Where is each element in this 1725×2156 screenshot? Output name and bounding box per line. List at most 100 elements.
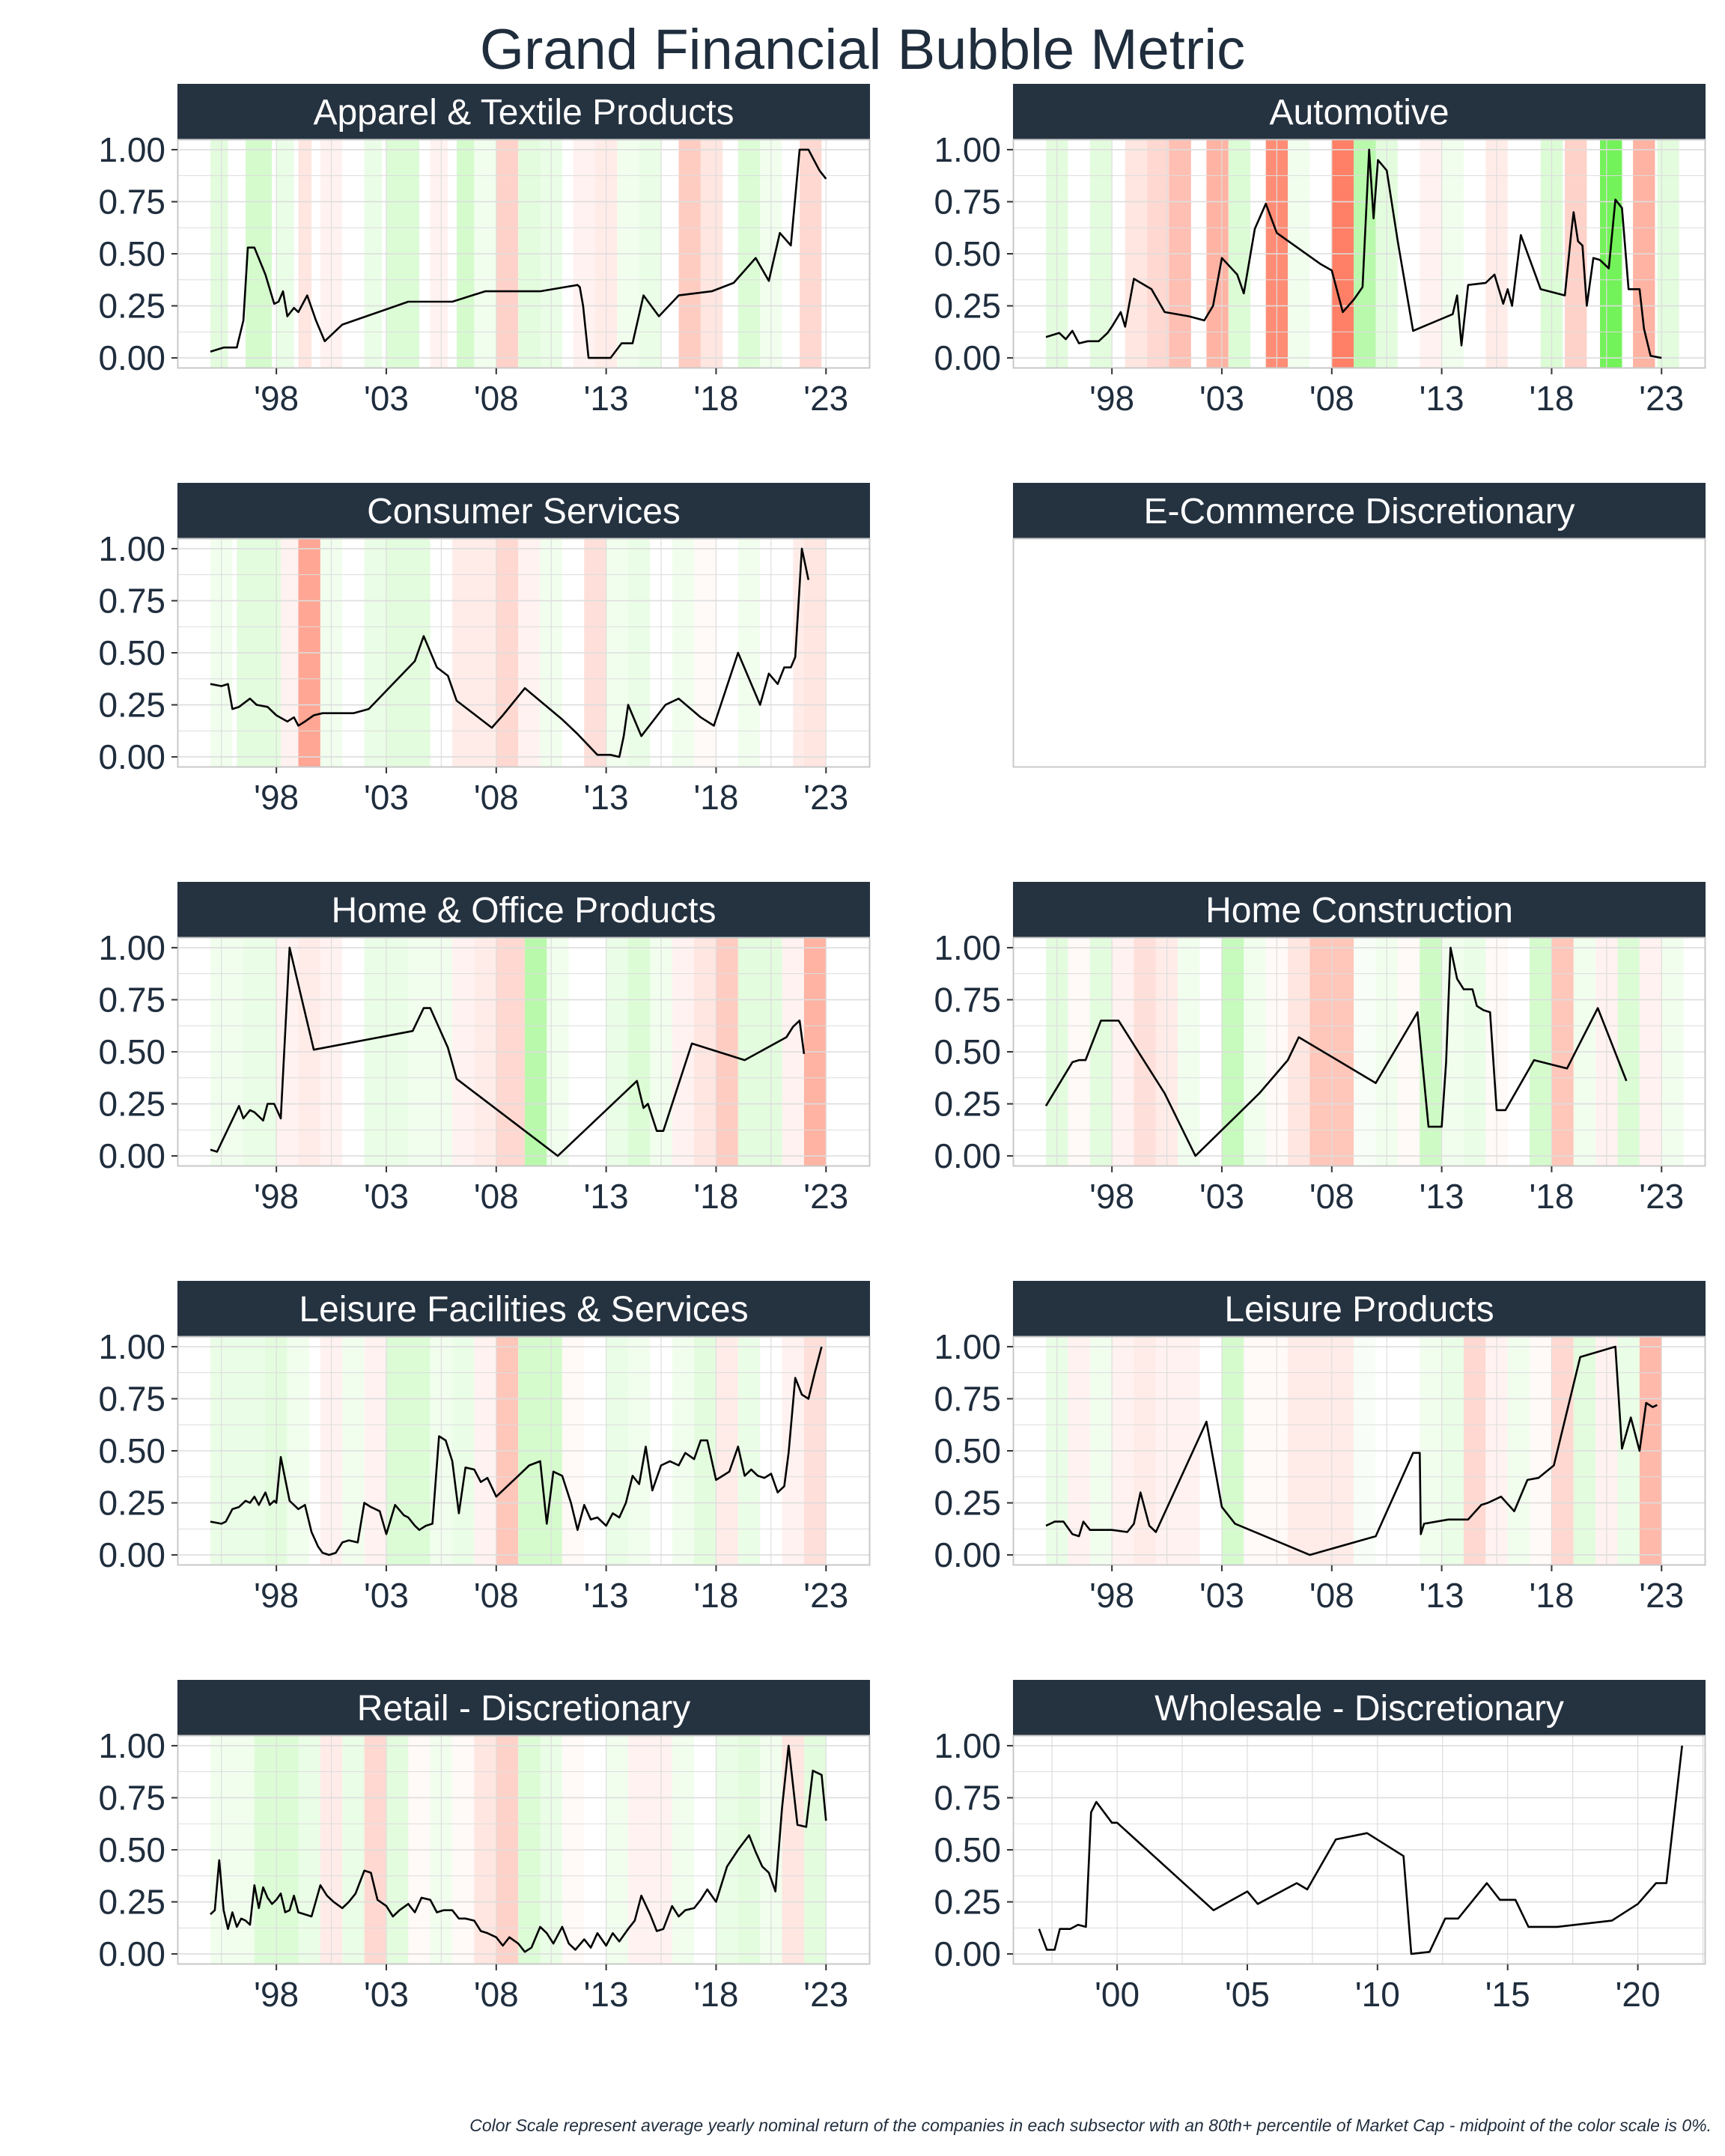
x-tick-label: '23 [803,1576,848,1615]
facet-title: Automotive [1269,93,1449,133]
y-tick-label: 0.25 [934,1883,1001,1922]
x-tick-label: '03 [1199,1177,1244,1216]
panels-group: Apparel & Textile Products 0.00 0.25 0.50 0.… [98,84,1706,2014]
x-tick-label: '08 [474,1975,519,2014]
y-tick-label: 0.00 [98,737,165,776]
facet-title: Apparel & Textile Products [313,93,734,133]
y-tick-label: 0.75 [98,1379,165,1418]
x-tick-label: '08 [474,778,519,817]
y-tick-label: 1.00 [98,1726,165,1765]
plot-border [177,1735,871,1965]
x-tick-label: '98 [254,1177,299,1216]
series-line [210,946,806,1157]
facet-title: Home & Office Products [332,891,717,931]
facet-panel: Leisure Products 0.00 0.25 0.50 0.75 1.00 '98 '… [934,1281,1706,1615]
y-tick-label: 0.00 [934,1535,1001,1574]
x-tick-label: '23 [803,379,848,418]
x-tick-label: '98 [1089,379,1134,418]
y-tick-label: 0.25 [98,1085,165,1124]
x-tick-label: '03 [364,1177,409,1216]
y-tick-label: 0.25 [934,1484,1001,1523]
x-tick-label: '08 [474,379,519,418]
plot-border [1012,937,1706,1167]
x-tick-label: '13 [1420,379,1464,418]
x-tick-label: '18 [1529,379,1574,418]
facet-panel: Home & Office Products 0.00 0.25 0.50 0.75 1.… [98,882,871,1216]
x-tick-label: '08 [474,1576,519,1615]
x-tick-label: '23 [803,1975,848,2014]
facet-strip [1013,84,1706,139]
facet-title: Wholesale - Discretionary [1154,1689,1564,1729]
y-tick-label: 0.75 [98,581,165,620]
y-tick-label: 0.00 [934,1136,1001,1175]
y-tick-label: 1.00 [98,1327,165,1366]
x-tick-label: '23 [803,1177,848,1216]
plot-border [1012,1735,1706,1965]
y-tick-label: 0.75 [934,1778,1001,1817]
series-line [210,1346,823,1556]
facet-panel: Retail - Discretionary 0.00 0.25 0.50 0.75 1.… [98,1680,871,2014]
y-tick-label: 0.50 [98,234,165,273]
x-tick-label: '13 [1420,1177,1464,1216]
gridlines [1013,937,1706,1166]
x-tick-label: '13 [584,778,629,817]
x-tick-label: '08 [474,1177,519,1216]
y-tick-label: 0.75 [934,182,1001,221]
facet-strip [1013,1680,1706,1735]
y-tick-label: 0.75 [98,1778,165,1817]
series-line [210,1744,827,1953]
x-tick-label: '15 [1485,1975,1530,2014]
x-tick-label: '23 [1639,379,1684,418]
plot-border [177,937,871,1167]
y-tick-label: 0.75 [934,1379,1001,1418]
y-tick-label: 0.00 [934,338,1001,377]
x-tick-label: '18 [1529,1576,1574,1615]
chart-caption: Color Scale represent average yearly nom… [469,2116,1712,2135]
gridlines [1013,1336,1706,1565]
y-tick-label: 0.50 [934,1032,1001,1071]
y-tick-label: 1.00 [934,928,1001,967]
series-line [1044,946,1628,1157]
y-tick-label: 0.50 [98,1431,165,1470]
x-tick-label: '18 [693,1177,738,1216]
x-tick-label: '03 [364,1576,409,1615]
y-tick-label: 1.00 [98,529,165,568]
gridlines [177,937,870,1166]
plot-background [1013,538,1706,767]
x-tick-label: '03 [1199,379,1244,418]
plot-border [177,1336,871,1566]
y-tick-label: 0.50 [934,1431,1001,1470]
facet-panel: Consumer Services 0.00 0.25 0.50 0.75 1.00 '98… [98,483,871,817]
x-tick-label: '08 [1309,379,1354,418]
x-tick-label: '18 [693,379,738,418]
facet-strip [177,1281,870,1336]
x-tick-label: '18 [693,1576,738,1615]
x-tick-label: '23 [803,778,848,817]
y-tick-label: 0.25 [98,1883,165,1922]
x-tick-label: '98 [254,1576,299,1615]
facet-title: Consumer Services [367,492,681,532]
series-line [1045,148,1662,359]
chart-title: Grand Financial Bubble Metric [479,18,1246,82]
plot-border [1012,538,1706,768]
x-tick-label: '03 [364,778,409,817]
y-tick-label: 1.00 [934,130,1001,169]
facet-strip [177,1680,870,1735]
facet-title: Home Construction [1205,891,1513,931]
gridlines [1013,139,1706,368]
y-tick-label: 1.00 [934,1726,1001,1765]
x-tick-label: '98 [254,778,299,817]
gridlines [177,139,870,368]
facet-strip [177,483,870,538]
plot-border [177,538,871,768]
x-tick-label: '00 [1095,1975,1140,2014]
x-tick-label: '98 [254,379,299,418]
facet-panel: Apparel & Textile Products 0.00 0.25 0.50 0.… [98,84,871,418]
y-tick-label: 1.00 [98,928,165,967]
y-tick-label: 0.25 [98,1484,165,1523]
x-tick-label: '18 [693,778,738,817]
y-tick-label: 0.25 [98,686,165,725]
plot-border [1012,1336,1706,1566]
facet-panel: Automotive 0.00 0.25 0.50 0.75 1.00 '98 '03 '08 '… [934,84,1706,418]
y-tick-label: 0.00 [934,1934,1001,1973]
